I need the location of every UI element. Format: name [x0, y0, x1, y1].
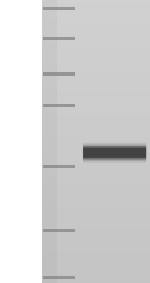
Bar [43, 165, 75, 168]
Text: 35: 35 [25, 162, 37, 171]
Text: 70: 70 [25, 101, 37, 110]
Bar [43, 7, 75, 10]
FancyBboxPatch shape [83, 145, 146, 161]
Bar [43, 37, 75, 40]
Bar [43, 72, 75, 76]
Text: 150: 150 [20, 34, 37, 43]
Bar [43, 104, 75, 107]
FancyBboxPatch shape [83, 146, 146, 160]
Text: 100: 100 [20, 70, 37, 78]
FancyBboxPatch shape [83, 148, 146, 158]
Text: 10: 10 [25, 273, 37, 282]
FancyBboxPatch shape [83, 143, 146, 163]
Bar [43, 276, 75, 279]
Text: kDa: kDa [2, 8, 23, 18]
Bar [43, 229, 75, 232]
Text: 17: 17 [25, 226, 37, 235]
Text: 210: 210 [20, 4, 37, 13]
